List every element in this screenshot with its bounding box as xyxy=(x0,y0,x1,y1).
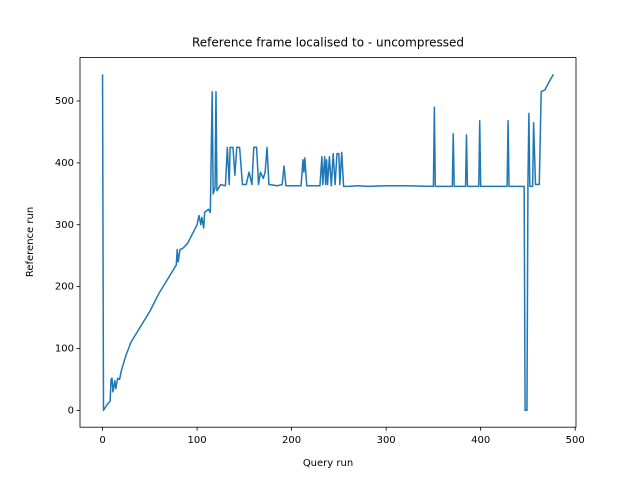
chart-title: Reference frame localised to - uncompres… xyxy=(192,36,464,50)
y-tick-label: 100 xyxy=(55,344,74,355)
x-tick-label: 0 xyxy=(99,435,105,446)
x-axis-label: Query run xyxy=(303,458,353,469)
y-tick-label: 500 xyxy=(55,96,74,107)
x-tick-label: 500 xyxy=(566,435,585,446)
y-axis-label: Reference run xyxy=(25,207,36,277)
y-tick-label: 400 xyxy=(55,158,74,169)
data-line xyxy=(101,74,555,412)
x-tick-label: 400 xyxy=(471,435,490,446)
y-tick-label: 300 xyxy=(55,220,74,231)
x-tick-label: 200 xyxy=(282,435,301,446)
y-tick-label: 0 xyxy=(68,405,74,416)
x-tick-label: 300 xyxy=(377,435,396,446)
plot-frame xyxy=(79,57,577,428)
x-tick-label: 100 xyxy=(188,435,207,446)
y-tick-label: 200 xyxy=(55,282,74,293)
